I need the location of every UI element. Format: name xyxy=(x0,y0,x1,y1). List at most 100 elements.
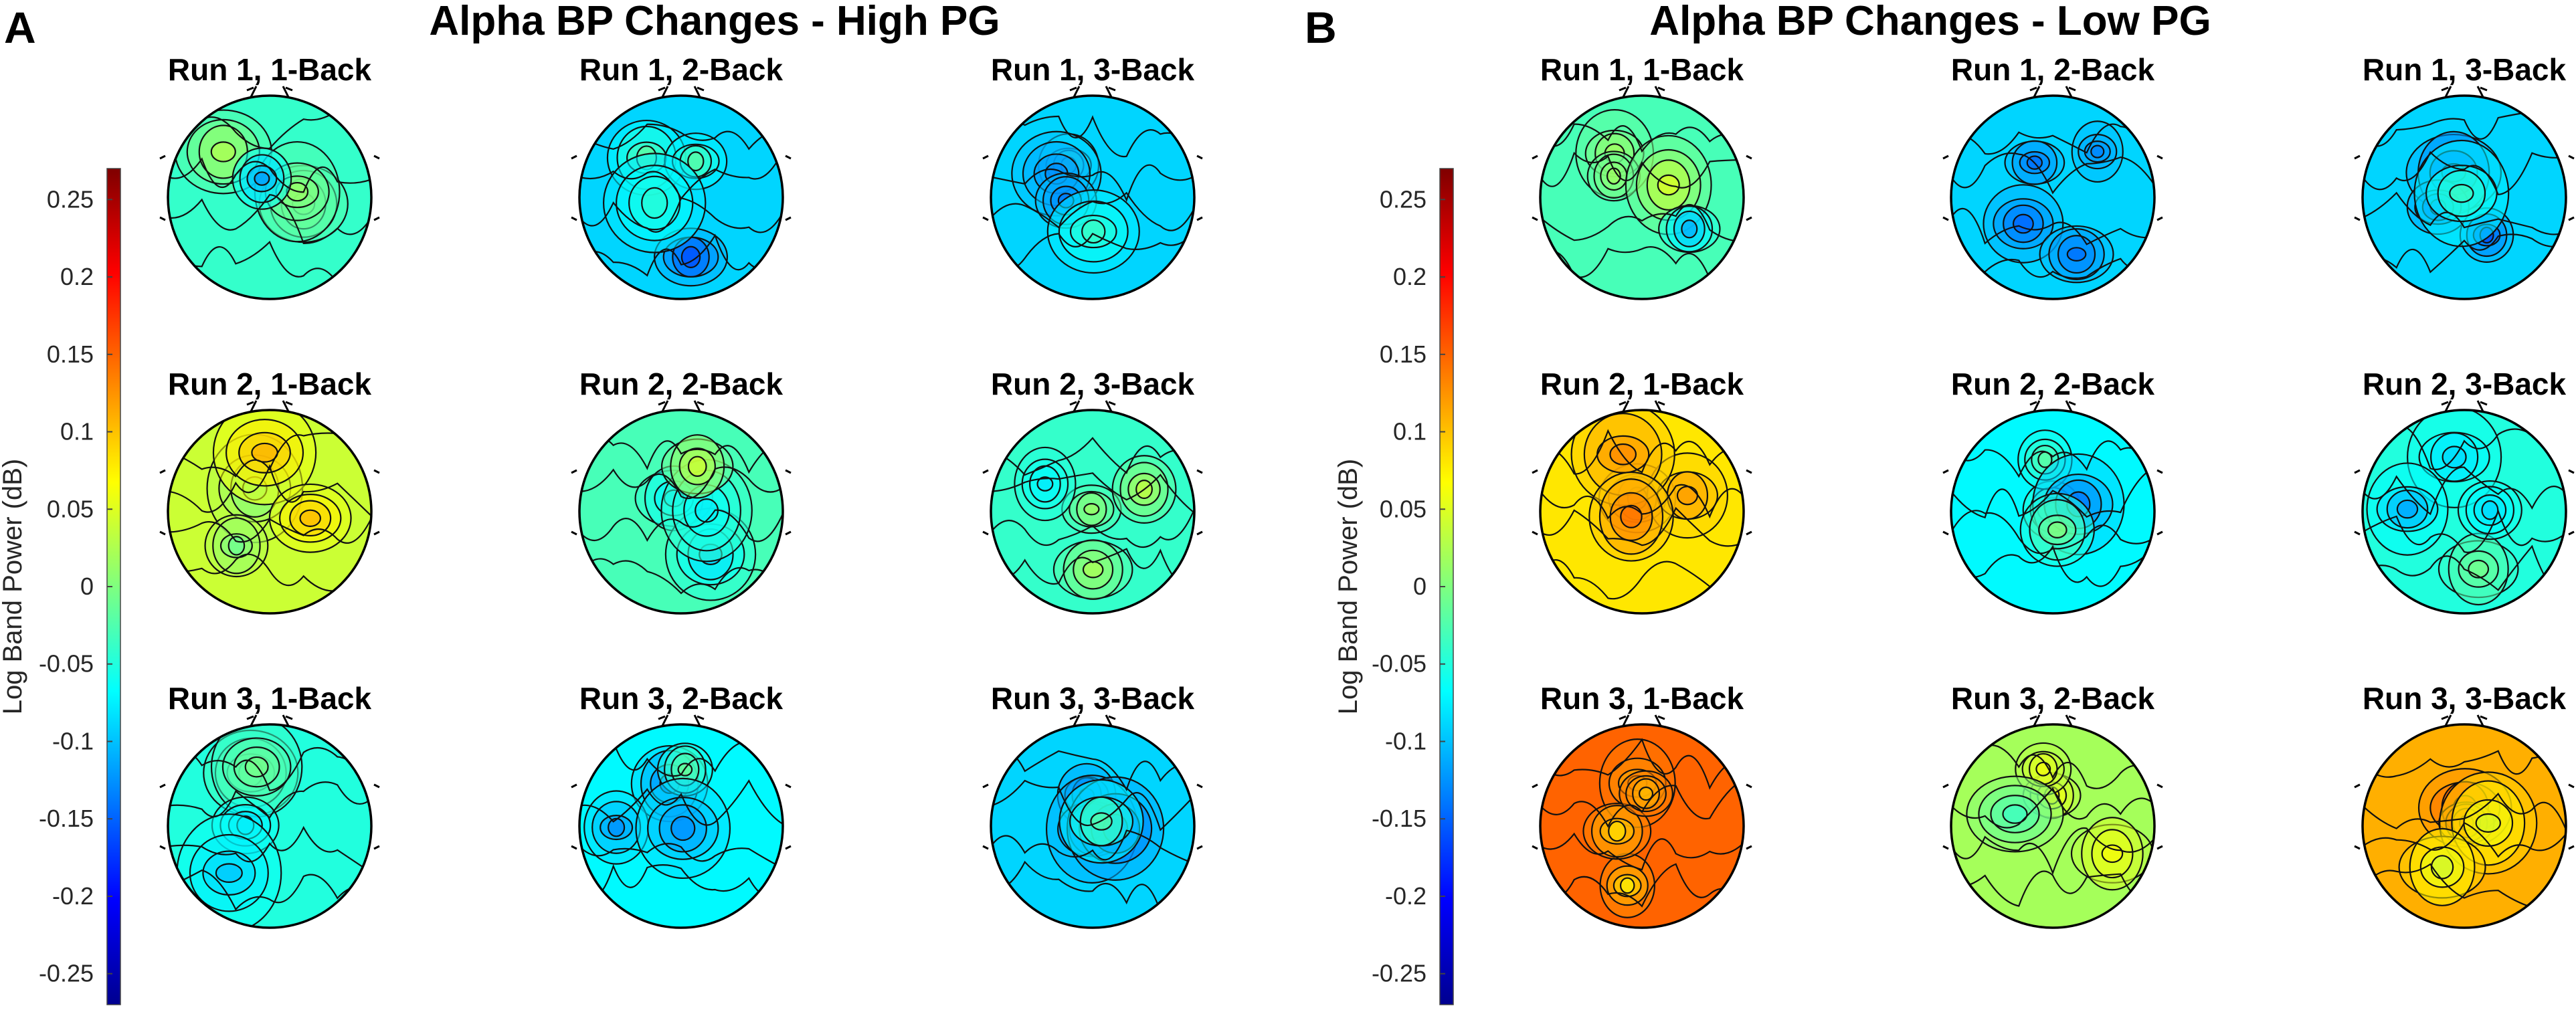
topomap-surface xyxy=(2363,96,2566,299)
contour-level xyxy=(608,817,626,837)
contour-line xyxy=(579,864,783,899)
left-ear-marker xyxy=(1532,155,1538,221)
colorbar-tick-label: -0.15 xyxy=(1372,805,1427,832)
right-ear-marker xyxy=(1746,469,1752,536)
contour-line xyxy=(1951,440,2154,478)
nose-marker xyxy=(661,400,701,412)
contour-line xyxy=(579,466,783,500)
head-outline xyxy=(1950,409,2156,615)
contour-line xyxy=(1540,429,1744,475)
contour-level xyxy=(1081,219,1106,244)
contour-line xyxy=(168,194,371,245)
contour-line xyxy=(991,164,1194,203)
colorbar-tick-label: -0.2 xyxy=(52,882,94,910)
contour-level xyxy=(2468,559,2490,579)
nose-tip xyxy=(658,715,705,720)
contour-line xyxy=(1540,738,1744,790)
left-ear-marker xyxy=(1532,783,1538,850)
topomap: Run 3, 1-Back xyxy=(1532,681,1752,929)
contour-line xyxy=(991,232,1194,270)
contour-line xyxy=(1951,787,2154,829)
topomap-surface xyxy=(1540,724,1744,928)
right-ear-marker xyxy=(1746,155,1752,221)
topomap-title: Run 1, 2-Back xyxy=(579,52,784,87)
contour-level xyxy=(2449,183,2474,203)
nose-marker xyxy=(2444,400,2484,412)
topomap-surface xyxy=(579,724,783,928)
contour-line xyxy=(168,869,371,911)
topomap-surface xyxy=(168,96,371,299)
contour-line xyxy=(1951,152,2154,195)
contour-line xyxy=(991,472,1194,514)
right-ear-marker xyxy=(785,469,792,536)
nose-tip xyxy=(658,401,705,406)
colorbar-tick-label: 0.2 xyxy=(60,263,94,290)
contour-line xyxy=(991,779,1194,831)
contour-level xyxy=(1609,443,1637,466)
colorbar-tick-label: -0.2 xyxy=(1385,882,1427,910)
contour-line xyxy=(2363,792,2566,830)
topomap: Run 2, 2-Back xyxy=(571,367,792,615)
right-ear-marker xyxy=(373,469,380,536)
contour-line xyxy=(579,509,783,542)
colorbar-tick-label: 0 xyxy=(80,573,94,600)
contour-level xyxy=(210,141,236,163)
colorbar-tick-label: -0.25 xyxy=(1372,960,1427,987)
topomap-title: Run 1, 3-Back xyxy=(991,52,1195,87)
colorbar-label-a: Log Band Power (dB) xyxy=(0,459,27,714)
contour-level xyxy=(1036,476,1054,492)
contour-line xyxy=(579,779,783,826)
head-outline xyxy=(578,409,784,615)
contour-line xyxy=(1951,467,2154,519)
nose-tip xyxy=(658,86,705,92)
contour-level xyxy=(2101,844,2124,864)
nose-tip xyxy=(2029,401,2076,406)
topomap: Run 2, 3-Back xyxy=(2354,367,2575,615)
contour-line xyxy=(2363,466,2566,516)
right-ear-marker xyxy=(785,155,792,221)
contour-line xyxy=(1540,832,1744,871)
head-outline xyxy=(1950,723,2156,929)
panel-letter-a: A xyxy=(4,3,36,52)
nose-marker xyxy=(250,400,290,412)
topomap: Run 1, 3-Back xyxy=(2354,52,2575,300)
contour-level xyxy=(641,187,668,219)
contour-line xyxy=(1540,779,1744,828)
head-outline xyxy=(167,409,373,615)
left-ear-marker xyxy=(1942,155,1949,221)
left-ear-marker xyxy=(159,155,166,221)
topomap: Run 1, 2-Back xyxy=(571,52,792,300)
colorbar-tick-label: 0.15 xyxy=(1380,340,1427,368)
topomap-title: Run 3, 1-Back xyxy=(1540,681,1744,716)
topomap: Run 3, 2-Back xyxy=(1942,681,2163,929)
left-ear-marker xyxy=(2354,469,2361,536)
nose-marker xyxy=(2033,86,2073,98)
head-outline xyxy=(990,409,1196,615)
nose-tip xyxy=(246,715,293,720)
contour-level xyxy=(2047,521,2067,539)
contour-line xyxy=(168,464,371,517)
nose-tip xyxy=(1069,86,1116,92)
head-outline xyxy=(990,94,1196,300)
topomap-title: Run 1, 1-Back xyxy=(168,52,372,87)
nose-marker xyxy=(1073,86,1113,98)
nose-marker xyxy=(1622,86,1662,98)
colorbar-ticks-b: 0.25 0.2 0.15 0.1 0.05 0 -0.05 -0.1 -0.15 -0.2 -0.… xyxy=(1372,185,1445,987)
nose-marker xyxy=(1622,400,1662,412)
right-ear-marker xyxy=(2568,469,2575,536)
contour-line xyxy=(991,437,1194,476)
head-outline xyxy=(2361,94,2567,300)
colorbar-tick-label: 0.05 xyxy=(47,495,94,522)
topomap-surface xyxy=(991,410,1194,613)
left-ear-marker xyxy=(1532,469,1538,536)
colorbar-tick-label: 0.25 xyxy=(1380,185,1427,213)
contour-level xyxy=(1083,503,1100,516)
contour-line xyxy=(579,843,783,869)
contour-level xyxy=(2066,247,2087,262)
contour-line xyxy=(579,197,783,233)
contour-line xyxy=(2363,740,2566,778)
right-ear-marker xyxy=(785,783,792,850)
topomap-title: Run 3, 2-Back xyxy=(579,681,784,716)
left-ear-marker xyxy=(159,783,166,850)
contour-line xyxy=(1540,484,1744,520)
